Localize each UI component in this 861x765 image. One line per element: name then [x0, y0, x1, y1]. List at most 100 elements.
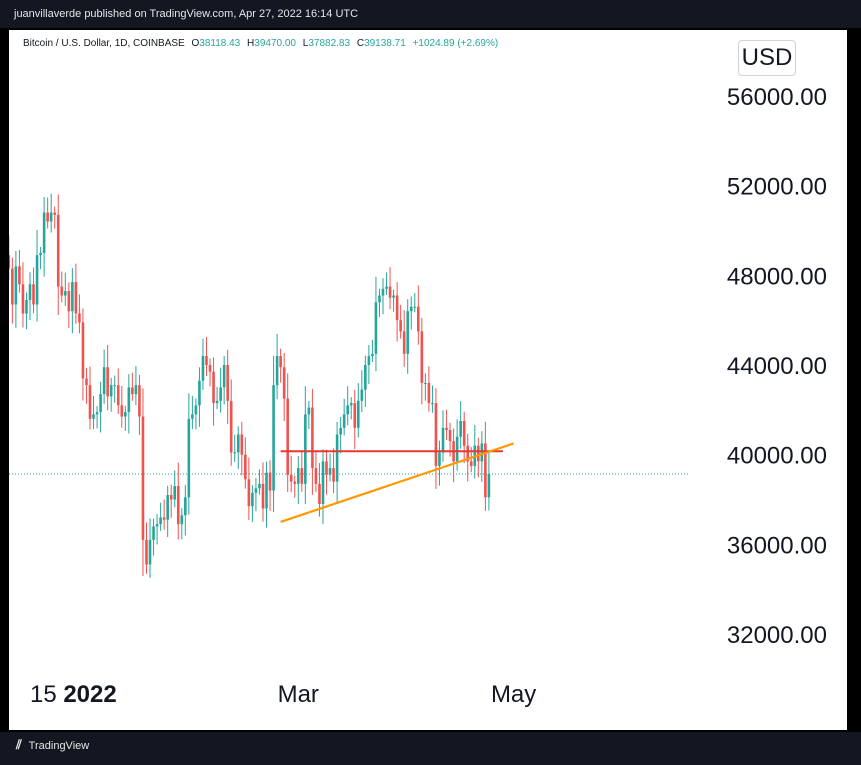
candle-body [222, 365, 226, 388]
candle-body [166, 495, 169, 520]
y-tick-label: 56000.00 [727, 84, 827, 111]
candle-body [477, 445, 480, 462]
candle-body [35, 255, 39, 305]
close-value: 39138.71 [364, 38, 406, 49]
candle-body [184, 497, 187, 516]
candle-body [102, 367, 106, 395]
candle-body [367, 356, 371, 365]
candle-body [445, 427, 448, 431]
y-tick-label: 52000.00 [727, 174, 827, 201]
candle-body [364, 365, 367, 390]
currency-badge[interactable]: USD [738, 40, 796, 76]
candle-body [371, 353, 374, 357]
candle-body [120, 405, 124, 417]
candle-body [335, 434, 339, 482]
candle-body [406, 311, 410, 354]
candle-body [261, 483, 265, 509]
candle-body [395, 295, 399, 321]
publisher-header: juanvillaverde published on TradingView.… [0, 0, 861, 28]
x-tick-label: 15 [30, 681, 57, 708]
candle-body [141, 416, 145, 540]
candle-body [469, 461, 473, 466]
y-tick-label: 32000.00 [727, 622, 827, 649]
candle-body [194, 405, 198, 415]
candle-body [95, 412, 99, 415]
candle-body [427, 382, 431, 404]
candle-body [155, 524, 159, 527]
candle-body [328, 468, 332, 475]
x-tick-label: May [491, 681, 536, 708]
symbol-legend: Bitcoin / U.S. Dollar, 1D, COINBASE O381… [23, 38, 498, 49]
candle-body [286, 398, 289, 475]
candle-body [92, 414, 95, 419]
candle-body [349, 403, 353, 406]
candle-body [21, 284, 25, 314]
candle-body [399, 320, 402, 332]
candle-body [81, 322, 85, 379]
candle-body [268, 472, 272, 491]
candle-body [254, 488, 258, 493]
candle-body [46, 212, 49, 222]
candle-body [339, 427, 342, 435]
candle-body [356, 400, 360, 428]
candle-body [85, 378, 88, 386]
candle-body [282, 367, 286, 399]
candle-body [169, 495, 173, 500]
candle-body [28, 284, 32, 300]
candle-body [462, 421, 466, 446]
candle-body [314, 468, 318, 484]
open-label: O [191, 38, 200, 49]
candle-body [420, 331, 424, 383]
candle-body [455, 436, 459, 462]
candle-body [402, 331, 406, 354]
candle-body [480, 443, 484, 462]
candle-body [247, 479, 251, 507]
candle-body [109, 385, 113, 397]
candle-body [173, 486, 177, 500]
candle-body [113, 385, 117, 387]
candle-body [39, 252, 42, 256]
candle-body [180, 515, 184, 525]
candle-body [106, 367, 109, 397]
footer-brand: TradingView [28, 740, 90, 752]
candle-body [152, 526, 155, 540]
candle-body [321, 461, 325, 504]
x-tick-label: 2022 [63, 681, 116, 708]
candle-body [265, 472, 268, 509]
candle-body [219, 387, 222, 401]
chart-area[interactable]: 56000.00 52000.00 48000.00 44000.00 40000.00… [9, 30, 847, 730]
candle-body [88, 385, 92, 419]
candle-body [487, 473, 491, 498]
candle-body [49, 212, 53, 222]
candle-body [145, 539, 148, 565]
candle-body [208, 365, 212, 372]
candle-body [42, 212, 46, 253]
candle-body [229, 400, 233, 453]
candle-body [134, 385, 138, 395]
candle-body [388, 286, 392, 298]
footer: ⫽ TradingView [0, 732, 861, 765]
candle-body [60, 286, 64, 296]
candle-body [67, 291, 71, 312]
candle-body [244, 454, 247, 480]
candle-body [417, 306, 420, 332]
candle-body [466, 445, 470, 462]
candle-body [346, 405, 349, 415]
candle-body [431, 403, 434, 405]
candle-body [71, 282, 74, 312]
candle-body [56, 214, 60, 287]
candle-body [32, 284, 35, 305]
change-value: +1024.89 (+2.69%) [412, 38, 499, 49]
candle-body [191, 414, 194, 419]
y-tick-label: 36000.00 [727, 532, 827, 559]
candle-body [392, 295, 395, 298]
candle-body [272, 385, 275, 491]
candle-body [448, 430, 452, 442]
candle-body [240, 434, 244, 455]
candle-body [138, 385, 141, 417]
candlestick-chart[interactable]: 56000.00 52000.00 48000.00 44000.00 40000.00… [9, 30, 847, 730]
candle-body [441, 427, 445, 453]
candle-body [275, 356, 279, 386]
candle-body [116, 385, 120, 406]
candle-body [258, 483, 261, 489]
